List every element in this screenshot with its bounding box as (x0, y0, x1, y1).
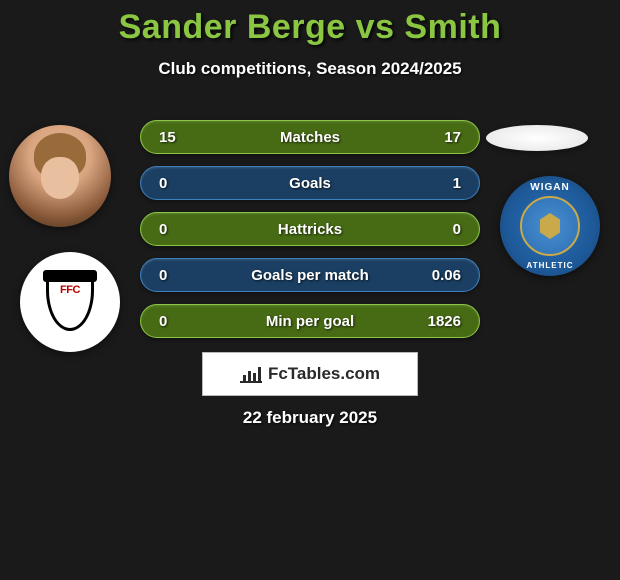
club-badge-right: WIGAN ATHLETIC (500, 176, 600, 276)
stat-label: Goals per match (251, 267, 369, 284)
player-left-photo (9, 125, 111, 227)
bar-chart-icon (240, 365, 262, 383)
branding-box[interactable]: FcTables.com (202, 352, 418, 396)
stat-left-value: 0 (159, 221, 167, 238)
stat-right-value: 1 (453, 175, 461, 192)
wigan-text-bottom: ATHLETIC (527, 261, 574, 270)
stat-label: Min per goal (266, 313, 354, 330)
wigan-crest-icon (520, 196, 580, 256)
stat-left-value: 0 (159, 313, 167, 330)
stat-left-value: 0 (159, 175, 167, 192)
stat-row: 0 Goals 1 (140, 166, 480, 200)
stat-right-value: 17 (444, 129, 461, 146)
stat-row: 0 Hattricks 0 (140, 212, 480, 246)
fulham-shield-icon (46, 273, 94, 331)
stats-list: 15 Matches 17 0 Goals 1 0 Hattricks 0 0 Goals per … (140, 120, 480, 350)
stat-row: 15 Matches 17 (140, 120, 480, 154)
stat-label: Matches (280, 129, 340, 146)
comparison-date: 22 february 2025 (0, 408, 620, 428)
wigan-text-top: WIGAN (530, 182, 569, 193)
stat-row: 0 Goals per match 0.06 (140, 258, 480, 292)
player-right-photo-placeholder (486, 125, 588, 151)
stat-row: 0 Min per goal 1826 (140, 304, 480, 338)
stat-right-value: 1826 (428, 313, 461, 330)
stat-label: Hattricks (278, 221, 342, 238)
stat-left-value: 0 (159, 267, 167, 284)
stat-left-value: 15 (159, 129, 176, 146)
stat-right-value: 0 (453, 221, 461, 238)
branding-text: FcTables.com (268, 364, 380, 384)
stat-label: Goals (289, 175, 331, 192)
comparison-card: Sander Berge vs Smith Club competitions,… (0, 0, 620, 580)
stat-right-value: 0.06 (432, 267, 461, 284)
club-badge-left (20, 252, 120, 352)
subtitle: Club competitions, Season 2024/2025 (0, 59, 620, 79)
page-title: Sander Berge vs Smith (0, 8, 620, 47)
